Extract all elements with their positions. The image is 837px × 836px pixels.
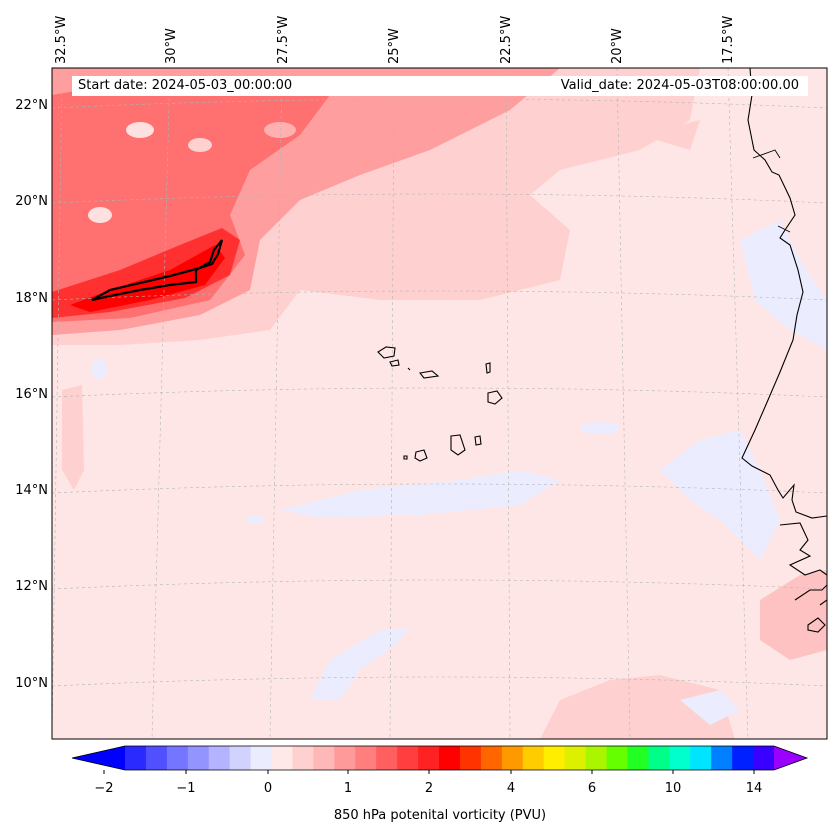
pv-contour-negative [91, 359, 107, 379]
lat-label-12n: 12°N [15, 579, 48, 594]
pv-contour-line [91, 239, 224, 302]
lon-label-30w: 30°W [164, 28, 179, 64]
colorbar-segment [564, 746, 586, 770]
pv-contour-negative [280, 470, 560, 518]
date-header-background [72, 76, 808, 96]
colorbar-tick: −1 [176, 781, 196, 796]
lat-label-10n: 10°N [15, 676, 48, 691]
gridlines [52, 68, 827, 739]
pv-contour-light-south [540, 675, 735, 739]
colorbar-segment [292, 746, 314, 770]
colorbar-segment [690, 746, 712, 770]
colorbar-segment [397, 746, 419, 770]
colorbar-segment [480, 746, 503, 770]
colorbar-segment [543, 746, 566, 770]
colorbar-segment [376, 746, 398, 770]
colorbar-tick: 6 [587, 781, 597, 796]
lon-label-25w: 25°W [387, 28, 402, 64]
colorbar-segment [648, 746, 670, 770]
pv-contour-light-se [760, 570, 827, 660]
colorbar-segment [418, 746, 440, 770]
colorbar-segment [229, 746, 252, 770]
colorbar-segment [313, 746, 335, 770]
colorbar-segment [439, 746, 461, 770]
colorbar-segment [753, 746, 775, 770]
lat-label-18n: 18°N [15, 291, 48, 306]
colorbar-segment [250, 746, 272, 770]
pv-spot [88, 207, 112, 223]
lat-label-20n: 20°N [15, 194, 48, 209]
lon-label-27.5w: 27.5°W [276, 15, 291, 64]
start-date-label: Start date: 2024-05-03_00:00:00 [78, 78, 293, 93]
lat-label-16n: 16°N [15, 387, 48, 402]
colorbar [71, 745, 809, 774]
colorbar-segment [125, 746, 147, 770]
africa-coastline [741, 68, 827, 519]
colorbar-tick: 4 [506, 781, 516, 796]
colorbar-segment [187, 746, 210, 770]
colorbar-segment [606, 746, 628, 770]
colorbar-segment [355, 746, 377, 770]
valid-date-label: Valid_date: 2024-05-03T08:00:00.00 [560, 78, 799, 93]
colorbar-tick: 2 [424, 781, 434, 796]
pv-spot [264, 122, 296, 138]
cape-verde-islands [377, 346, 503, 462]
colorbar-segment [669, 746, 691, 770]
colorbar-segment [585, 746, 607, 770]
map-frame [51, 67, 828, 740]
pv-spot [188, 138, 212, 152]
pv-contour-negative [680, 690, 740, 725]
pv-contour-strong [52, 80, 330, 322]
pv-contour-negative [580, 422, 620, 434]
pv-contour-negative [660, 430, 780, 560]
pv-spot [126, 122, 154, 138]
africa-coastline [794, 584, 827, 633]
colorbar-tick: 1 [343, 781, 353, 796]
lon-label-17.5w: 17.5°W [721, 15, 736, 64]
colorbar-segment [627, 746, 649, 770]
colorbar-segment [208, 746, 231, 770]
colorbar-segment [711, 746, 733, 770]
colorbar-outline [71, 745, 809, 771]
colorbar-segment [334, 746, 356, 770]
colorbar-extend-min [72, 746, 125, 770]
colorbar-label: 850 hPa potenital vorticity (PVU) [333, 808, 547, 823]
river-outline [752, 149, 791, 233]
colorbar-segment [166, 746, 189, 770]
pv-contour-negative [740, 220, 827, 350]
colorbar-segment [145, 746, 168, 770]
colorbar-segment [732, 746, 754, 770]
lat-label-22n: 22°N [15, 98, 48, 113]
pv-contour-light [640, 120, 700, 150]
pv-contour-light-strip [62, 385, 84, 490]
colorbar-tick: −2 [94, 781, 114, 796]
lon-label-22.5w: 22.5°W [499, 15, 514, 64]
colorbar-segment [271, 746, 293, 770]
colorbar-tick: 14 [745, 781, 763, 796]
colorbar-segment [522, 746, 545, 770]
pv-contour-negative [310, 628, 410, 700]
colorbar-extend-max [774, 746, 807, 770]
lon-label-20w: 20°W [610, 28, 625, 64]
lon-label-32.5w: 32.5°W [54, 15, 69, 64]
pv-contour-negative [245, 516, 265, 524]
africa-coastline [779, 522, 827, 576]
lat-label-14n: 14°N [15, 483, 48, 498]
colorbar-tick: 0 [263, 781, 273, 796]
colorbar-segment [501, 746, 524, 770]
colorbar-tick: 10 [664, 781, 682, 796]
colorbar-segment [459, 746, 482, 770]
